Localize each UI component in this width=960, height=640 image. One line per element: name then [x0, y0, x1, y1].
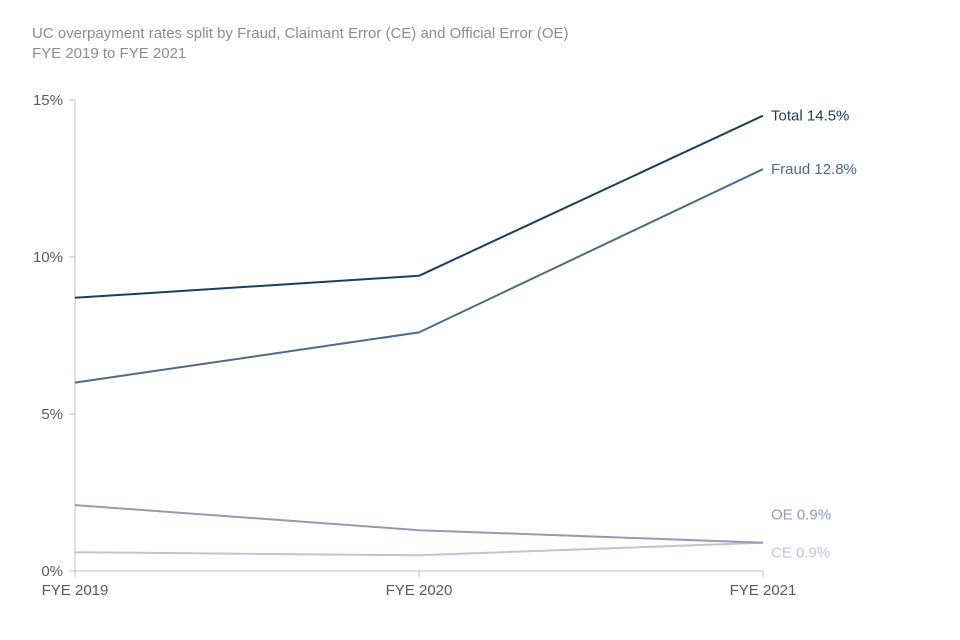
y-tick-label: 0%	[41, 563, 63, 580]
y-tick-label: 10%	[33, 249, 63, 266]
series-lines	[74, 114, 764, 557]
chart-title: UC overpayment rates split by Fraud, Cla…	[32, 25, 569, 42]
series-end-label-ce: CE 0.9%	[771, 545, 830, 562]
series-line-ce	[74, 541, 764, 557]
x-tick-label: FYE 2020	[386, 582, 453, 599]
axes: 0% 5% 10% 15% FYE 2019 FYE 2020 FYE 2021	[33, 92, 796, 599]
y-tick-label: 15%	[33, 92, 63, 109]
chart-subtitle: FYE 2019 to FYE 2021	[32, 45, 187, 62]
chart-title-block: UC overpayment rates split by Fraud, Cla…	[32, 24, 569, 64]
series-end-label-fraud: Fraud 12.8%	[771, 161, 857, 178]
series-end-label-total: Total 14.5%	[771, 108, 849, 125]
series-line-fraud	[74, 168, 764, 384]
series-line-total	[74, 114, 764, 299]
x-tick-label: FYE 2021	[730, 582, 797, 599]
series-line-oe	[74, 504, 764, 544]
x-tick-label: FYE 2019	[42, 582, 109, 599]
series-end-labels: Total 14.5% Fraud 12.8% OE 0.9% CE 0.9%	[771, 108, 857, 562]
series-end-label-oe: OE 0.9%	[771, 507, 831, 524]
y-tick-label: 5%	[41, 406, 63, 423]
